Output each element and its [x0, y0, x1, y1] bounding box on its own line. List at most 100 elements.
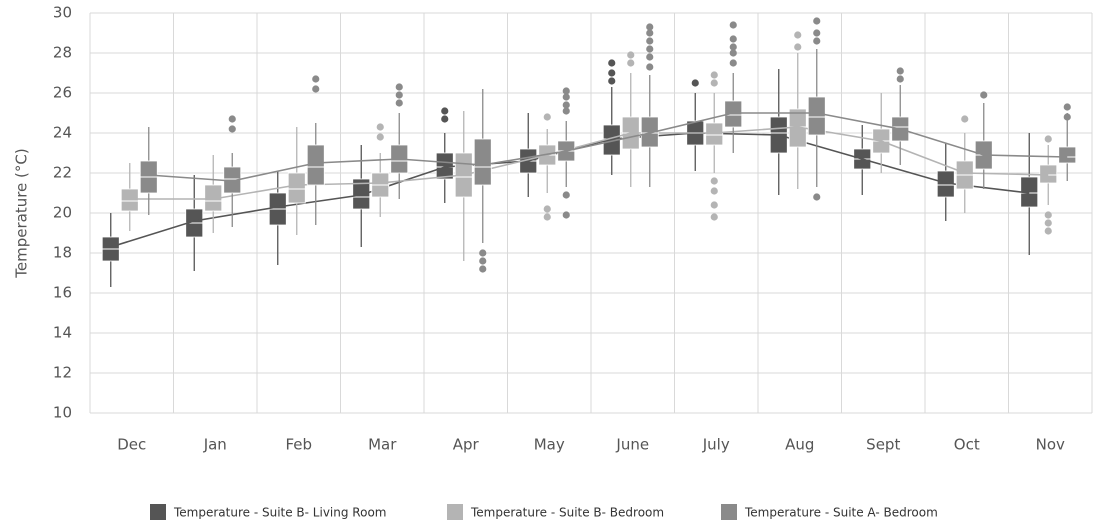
outlier	[794, 31, 802, 39]
outlier	[1044, 219, 1052, 227]
outlier	[710, 177, 718, 185]
outlier	[608, 59, 616, 67]
outlier	[627, 59, 635, 67]
box	[807, 96, 826, 136]
outlier	[562, 87, 570, 95]
outlier	[646, 53, 654, 61]
y-tick-label: 24	[53, 124, 72, 142]
box	[120, 188, 139, 212]
x-tick-label: Apr	[453, 436, 480, 454]
outlier	[562, 191, 570, 199]
legend-swatch	[447, 504, 463, 520]
outlier	[729, 35, 737, 43]
outlier	[543, 113, 551, 121]
y-tick-label: 20	[53, 204, 72, 222]
x-tick-label: Feb	[285, 436, 312, 454]
box	[724, 100, 743, 128]
x-tick-label: Aug	[785, 436, 814, 454]
box	[705, 122, 724, 146]
outlier	[646, 63, 654, 71]
outlier	[710, 187, 718, 195]
outlier	[376, 123, 384, 131]
legend-label: Temperature - Suite B- Living Room	[173, 506, 386, 520]
outlier	[896, 67, 904, 75]
outlier	[813, 37, 821, 45]
outlier	[1044, 211, 1052, 219]
outlier	[710, 79, 718, 87]
y-axis-title: Temperature (°C)	[13, 148, 31, 278]
y-tick-label: 28	[53, 44, 72, 62]
outlier	[479, 257, 487, 265]
outlier	[729, 59, 737, 67]
outlier	[441, 107, 449, 115]
outlier	[562, 93, 570, 101]
outlier	[729, 49, 737, 57]
mean-line	[129, 126, 1049, 200]
y-tick-label: 30	[53, 4, 72, 22]
box	[1058, 146, 1077, 164]
y-tick-label: 26	[53, 84, 72, 102]
outlier	[376, 133, 384, 141]
outlier	[479, 249, 487, 257]
box	[473, 138, 492, 186]
outlier	[710, 213, 718, 221]
outlier	[646, 37, 654, 45]
x-tick-label: Nov	[1036, 436, 1065, 454]
outlier	[608, 77, 616, 85]
box	[1039, 164, 1058, 184]
outlier	[441, 115, 449, 123]
y-tick-label: 14	[53, 324, 72, 342]
mean-line	[148, 112, 1068, 182]
outlier	[543, 205, 551, 213]
x-tick-label: June	[615, 436, 649, 454]
outlier	[813, 29, 821, 37]
outlier	[312, 75, 320, 83]
outlier	[395, 83, 403, 91]
outlier	[794, 43, 802, 51]
outlier	[1044, 135, 1052, 143]
outlier	[562, 101, 570, 109]
y-tick-label: 12	[53, 364, 72, 382]
outlier	[729, 21, 737, 29]
x-tick-label: May	[534, 436, 565, 454]
box	[640, 116, 659, 148]
outlier	[395, 99, 403, 107]
outlier	[1063, 113, 1071, 121]
legend-label: Temperature - Suite B- Bedroom	[470, 506, 664, 520]
outlier	[562, 107, 570, 115]
outlier	[646, 45, 654, 53]
outlier	[646, 23, 654, 31]
x-tick-label: Sept	[866, 436, 900, 454]
x-tick-label: Mar	[368, 436, 397, 454]
x-tick-label: Dec	[117, 436, 146, 454]
x-tick-label: Jan	[203, 436, 227, 454]
outlier	[479, 265, 487, 273]
outlier	[813, 193, 821, 201]
outlier	[627, 51, 635, 59]
outlier	[691, 79, 699, 87]
box	[287, 172, 306, 204]
outlier	[710, 71, 718, 79]
outlier	[646, 29, 654, 37]
legend-swatch	[150, 504, 166, 520]
outlier	[228, 125, 236, 133]
outlier	[980, 91, 988, 99]
x-tick-label: Oct	[954, 436, 980, 454]
outlier	[395, 91, 403, 99]
outlier	[1063, 103, 1071, 111]
y-tick-label: 16	[53, 284, 72, 302]
outlier	[228, 115, 236, 123]
y-tick-label: 10	[53, 404, 72, 422]
outlier	[562, 211, 570, 219]
box	[352, 178, 371, 210]
outlier	[710, 201, 718, 209]
outlier	[543, 213, 551, 221]
outlier	[896, 75, 904, 83]
legend-swatch	[721, 504, 737, 520]
x-tick-label: July	[702, 436, 730, 454]
y-tick-label: 18	[53, 244, 72, 262]
y-tick-label: 22	[53, 164, 72, 182]
outlier	[312, 85, 320, 93]
outlier	[961, 115, 969, 123]
